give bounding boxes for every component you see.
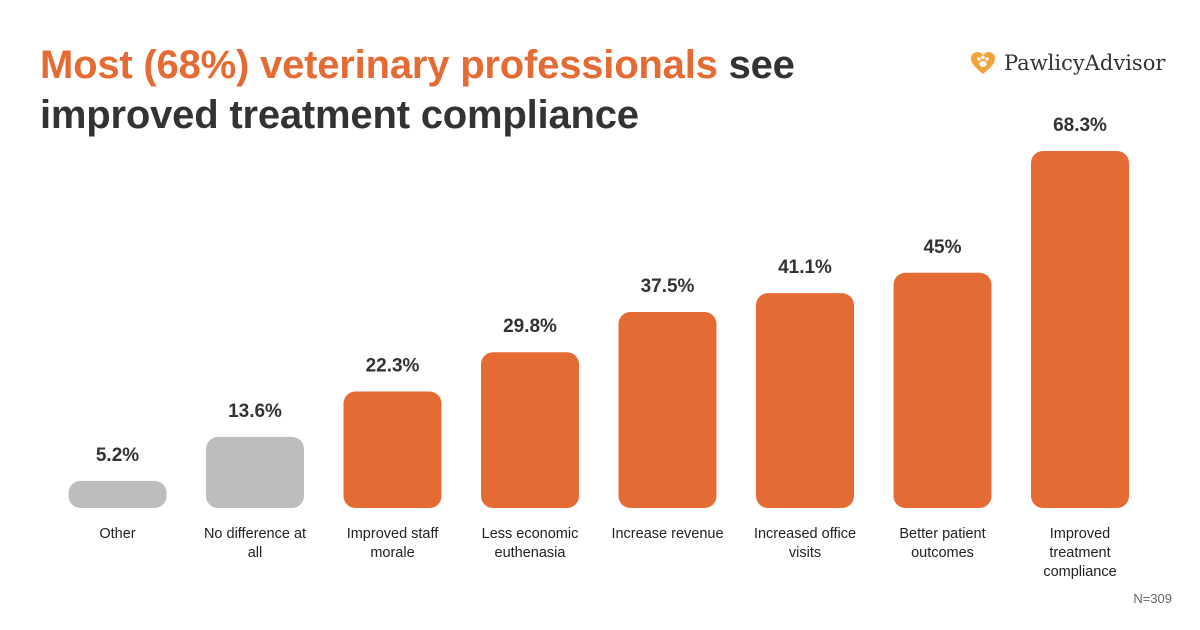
- category-label-2: Improved staff morale: [347, 526, 440, 561]
- sample-size-footnote: N=309: [1133, 591, 1172, 606]
- category-label-0: Other: [99, 526, 135, 542]
- bar-2: [343, 391, 442, 508]
- title-rest: see improved treatment compliance: [40, 43, 795, 137]
- brand-name: PawlicyAdvisor: [1004, 51, 1166, 75]
- bar-4: [618, 311, 717, 508]
- category-label-6: Better patient outcomes: [899, 526, 985, 561]
- bar-0: [68, 480, 167, 508]
- bar-3: [481, 352, 579, 508]
- value-label-4: 37.5%: [641, 276, 695, 297]
- value-label-6: 45%: [923, 237, 961, 258]
- heart-paw-icon: [971, 52, 995, 74]
- title-highlight: Most (68%) veterinary professionals: [40, 43, 718, 87]
- category-label-5: Increased office visits: [754, 526, 856, 561]
- value-label-2: 22.3%: [366, 355, 420, 376]
- bar-5: [756, 293, 854, 508]
- value-label-5: 41.1%: [778, 257, 832, 278]
- category-label-4: Increase revenue: [611, 526, 723, 542]
- bar-6: [893, 272, 992, 508]
- category-label-1: No difference at all: [204, 526, 306, 561]
- bar-1: [206, 436, 304, 508]
- value-label-0: 5.2%: [96, 445, 139, 466]
- category-label-7: Improved treatment compliance: [1043, 526, 1116, 580]
- value-label-1: 13.6%: [228, 401, 282, 422]
- value-label-7: 68.3%: [1053, 115, 1107, 136]
- bar-7: [1031, 151, 1129, 508]
- category-label-3: Less economic euthenasia: [482, 526, 579, 561]
- value-label-3: 29.8%: [503, 316, 557, 337]
- chart-title: Most (68%) veterinary professionals see …: [40, 40, 920, 140]
- brand-logo: PawlicyAdvisor: [970, 48, 1165, 78]
